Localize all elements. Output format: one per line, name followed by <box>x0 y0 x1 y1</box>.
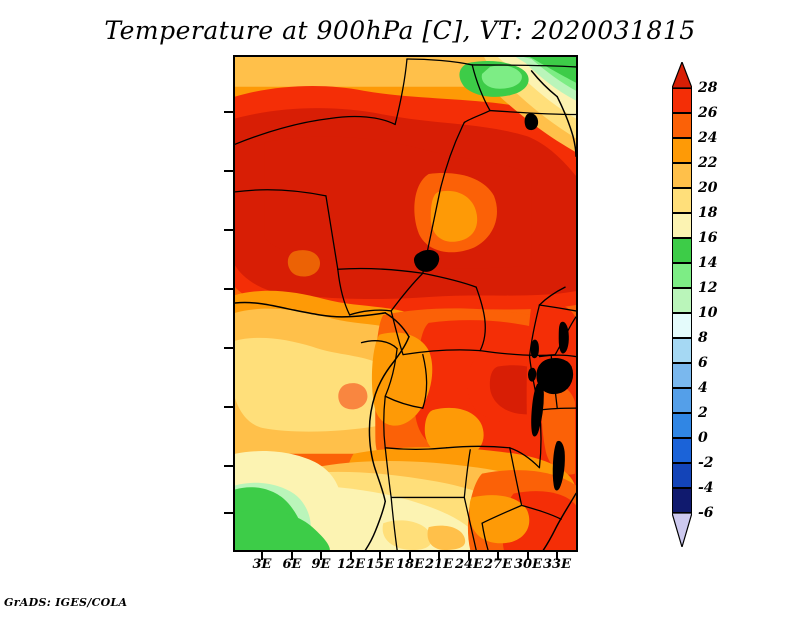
x-axis-label-27e: 27E <box>484 557 512 572</box>
colorbar-band-20-22 <box>672 163 692 188</box>
x-tick <box>261 552 263 560</box>
colorbar-label-m4: -4 <box>698 480 714 496</box>
y-tick <box>224 229 233 231</box>
x-tick <box>468 552 470 560</box>
colorbar-band-0-2 <box>672 413 692 438</box>
x-tick <box>438 552 440 560</box>
colorbar-label-10: 10 <box>698 305 718 321</box>
x-tick <box>379 552 381 560</box>
y-tick <box>224 111 233 113</box>
x-axis-label-9e: 9E <box>311 557 331 572</box>
colorbar-top-arrow <box>671 60 693 89</box>
temperature-bands <box>235 57 576 550</box>
grads-credit: GrADS: IGES/COLA <box>4 596 128 609</box>
y-tick <box>224 406 233 408</box>
colorbar-band-26-28 <box>672 88 692 113</box>
colorbar-band-8-10 <box>672 313 692 338</box>
colorbar-label-12: 12 <box>698 280 718 296</box>
x-tick <box>497 552 499 560</box>
x-tick <box>556 552 558 560</box>
colorbar-label-20: 20 <box>698 180 718 196</box>
colorbar-bottom-arrow <box>671 512 693 550</box>
colorbar-band-12-14 <box>672 263 692 288</box>
y-tick <box>224 288 233 290</box>
colorbar-label-0: 0 <box>698 430 708 446</box>
x-axis-label-30e: 30E <box>514 557 542 572</box>
x-axis-label-12e: 12E <box>337 557 365 572</box>
colorbar-band-24-26 <box>672 113 692 138</box>
x-tick <box>527 552 529 560</box>
coastline <box>235 70 576 550</box>
colorbar <box>671 60 693 550</box>
colorbar-label-18: 18 <box>698 205 718 221</box>
colorbar-label-m6: -6 <box>698 505 714 521</box>
x-axis-label-6e: 6E <box>282 557 302 572</box>
colorbar-label-4: 4 <box>698 380 708 396</box>
colorbar-label-22: 22 <box>698 155 718 171</box>
x-axis-label-21e: 21E <box>425 557 453 572</box>
y-tick <box>224 465 233 467</box>
temperature-map-plot <box>233 55 578 552</box>
colorbar-label-24: 24 <box>698 130 718 146</box>
x-axis-label-24e: 24E <box>455 557 483 572</box>
page-title: Temperature at 900hPa [C], VT: 202003181… <box>104 16 696 45</box>
colorbar-label-2: 2 <box>698 405 708 421</box>
y-tick <box>224 170 233 172</box>
x-tick <box>409 552 411 560</box>
colorbar-band-6-8 <box>672 338 692 363</box>
colorbar-label-m2: -2 <box>698 455 714 471</box>
colorbar-label-28: 28 <box>698 80 718 96</box>
colorbar-band-18-20 <box>672 188 692 213</box>
colorbar-band-14-16 <box>672 238 692 263</box>
country-borders <box>235 58 576 550</box>
colorbar-band-22-24 <box>672 138 692 163</box>
y-tick <box>224 347 233 349</box>
colorbar-band-m6-m4 <box>672 488 692 513</box>
x-tick <box>350 552 352 560</box>
colorbar-label-8: 8 <box>698 330 708 346</box>
x-axis-label-18e: 18E <box>396 557 424 572</box>
colorbar-band-16-18 <box>672 213 692 238</box>
x-axis-label-3e: 3E <box>252 557 272 572</box>
lakes <box>413 113 574 491</box>
colorbar-band-m2-0 <box>672 438 692 463</box>
x-axis-label-15e: 15E <box>366 557 394 572</box>
colorbar-band-m4-m2 <box>672 463 692 488</box>
x-axis-label-33e: 33E <box>543 557 571 572</box>
colorbar-label-16: 16 <box>698 230 718 246</box>
colorbar-label-14: 14 <box>698 255 718 271</box>
temperature-field <box>235 57 576 550</box>
y-tick <box>224 512 233 514</box>
x-tick <box>291 552 293 560</box>
x-tick <box>320 552 322 560</box>
colorbar-label-6: 6 <box>698 355 708 371</box>
colorbar-band-10-12 <box>672 288 692 313</box>
colorbar-band-2-4 <box>672 388 692 413</box>
colorbar-label-26: 26 <box>698 105 718 121</box>
colorbar-band-4-6 <box>672 363 692 388</box>
